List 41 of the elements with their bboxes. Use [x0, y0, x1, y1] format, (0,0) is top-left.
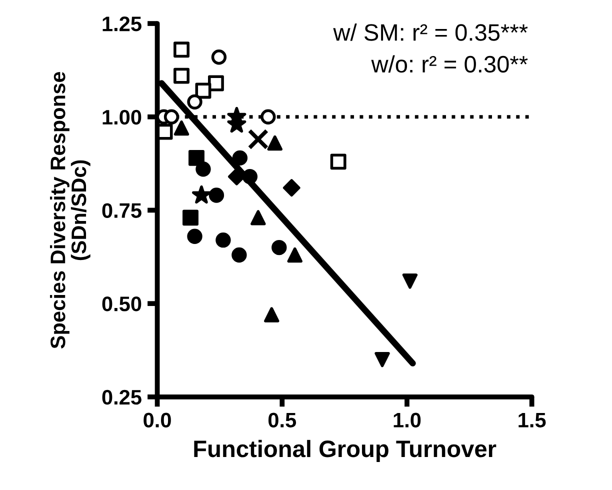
point	[192, 185, 211, 204]
point	[174, 68, 190, 84]
point	[272, 240, 287, 256]
x-axis-title: Functional Group Turnover	[194, 440, 496, 462]
y-tick-label: 0.25	[102, 390, 142, 405]
point	[374, 352, 390, 368]
annotation: w/o: r² = 0.30**	[371, 55, 528, 73]
point	[174, 120, 190, 136]
point	[187, 94, 202, 110]
point	[287, 247, 302, 263]
point	[216, 232, 231, 248]
point	[232, 150, 248, 166]
point	[208, 188, 224, 203]
point	[232, 247, 247, 263]
y-axis-title: Species Diversity Response (SDn/SDc)	[50, 72, 90, 349]
point	[188, 150, 204, 166]
point	[174, 42, 190, 58]
point	[402, 274, 418, 289]
point	[248, 128, 269, 150]
point	[267, 135, 282, 151]
point	[242, 169, 258, 184]
y-tick-label: 0.50	[102, 296, 142, 312]
point	[264, 307, 280, 322]
point	[195, 82, 212, 99]
point	[282, 179, 300, 196]
annotation: w/ SM: r² = 0.35***	[333, 24, 528, 41]
point	[164, 109, 180, 124]
x-tick-label: 1.0	[394, 412, 421, 428]
y-tick-label: 0.75	[102, 203, 142, 218]
y-tick-label: 1.00	[102, 110, 142, 125]
point	[250, 210, 266, 226]
x-tick-label: 0.5	[268, 412, 296, 428]
y-tick-label: 1.25	[102, 16, 142, 32]
point	[260, 109, 276, 124]
point	[330, 154, 346, 170]
point	[182, 210, 198, 226]
point	[187, 228, 202, 244]
x-tick-label: 1.5	[518, 412, 546, 428]
point	[211, 50, 227, 65]
x-tick-label: 0.0	[144, 412, 171, 428]
point	[208, 75, 224, 92]
